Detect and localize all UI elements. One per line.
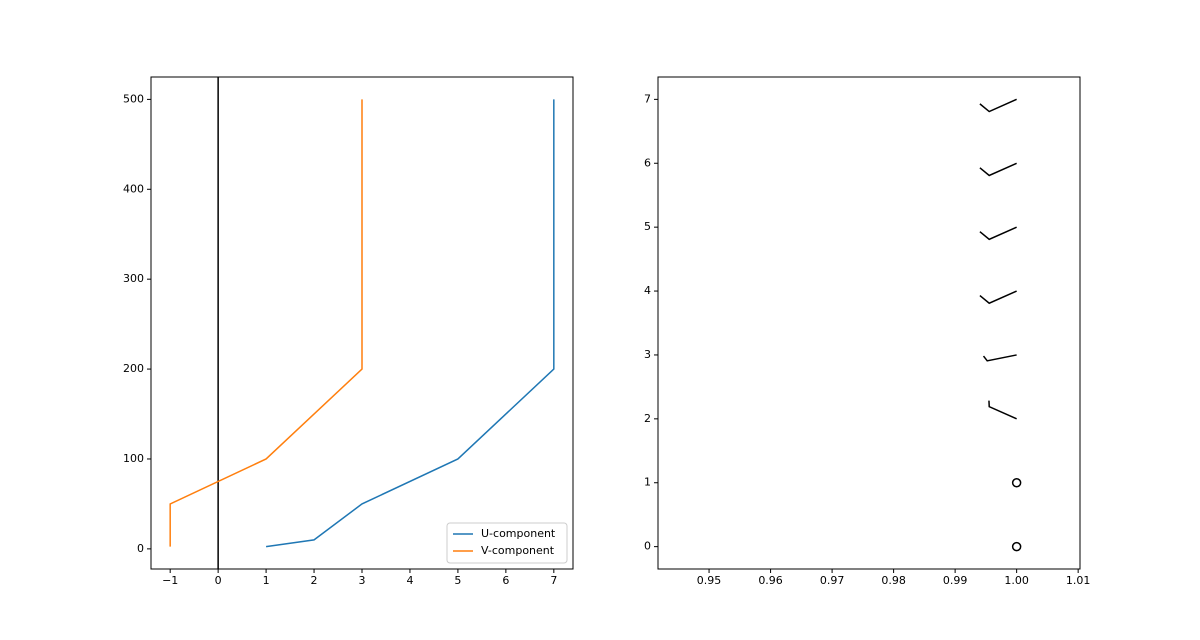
x-tick-label: 5 xyxy=(454,574,461,587)
x-tick-label: 0.95 xyxy=(697,574,722,587)
x-tick-label: 1.00 xyxy=(1004,574,1029,587)
wind-barb xyxy=(982,354,1017,362)
y-tick-label: 7 xyxy=(644,92,651,105)
x-tick-label: 0.99 xyxy=(943,574,968,587)
x-tick-label: 7 xyxy=(550,574,557,587)
wind-barb xyxy=(988,400,1017,420)
y-tick-label: 400 xyxy=(123,182,144,195)
y-tick-label: 200 xyxy=(123,362,144,375)
wind-barb xyxy=(979,226,1017,241)
y-tick-label: 6 xyxy=(644,156,651,169)
legend-label: V-component xyxy=(481,544,555,557)
y-tick-label: 5 xyxy=(644,220,651,233)
axes-frame xyxy=(150,76,574,570)
calm-barb xyxy=(1011,477,1022,488)
y-tick-label: 2 xyxy=(644,412,651,425)
line-series xyxy=(169,99,363,547)
x-tick-label: 0 xyxy=(215,574,222,587)
y-tick-label: 0 xyxy=(644,540,651,553)
x-tick-label: 1 xyxy=(263,574,270,587)
x-tick-label: 1.01 xyxy=(1066,574,1091,587)
axes-frame xyxy=(657,76,1081,570)
x-tick-label: 0.97 xyxy=(820,574,845,587)
x-tick-label: 3 xyxy=(359,574,366,587)
y-tick-label: 1 xyxy=(644,476,651,489)
y-tick-label: 300 xyxy=(123,272,144,285)
y-tick-label: 100 xyxy=(123,452,144,465)
x-tick-label: −1 xyxy=(162,574,178,587)
y-tick-label: 4 xyxy=(644,284,651,297)
x-tick-label: 4 xyxy=(406,574,413,587)
x-tick-label: 2 xyxy=(311,574,318,587)
line-series xyxy=(265,99,555,548)
legend-box xyxy=(446,522,568,564)
wind-barb xyxy=(979,290,1017,305)
y-tick-label: 3 xyxy=(644,348,651,361)
x-tick-label: 0.96 xyxy=(758,574,783,587)
y-tick-label: 0 xyxy=(137,542,144,555)
x-tick-label: 0.98 xyxy=(881,574,906,587)
x-tick-label: 6 xyxy=(502,574,509,587)
y-tick-label: 500 xyxy=(123,92,144,105)
legend-label: U-component xyxy=(481,527,556,540)
wind-barb xyxy=(979,162,1017,177)
wind-barb xyxy=(979,98,1017,113)
calm-barb xyxy=(1011,541,1022,552)
